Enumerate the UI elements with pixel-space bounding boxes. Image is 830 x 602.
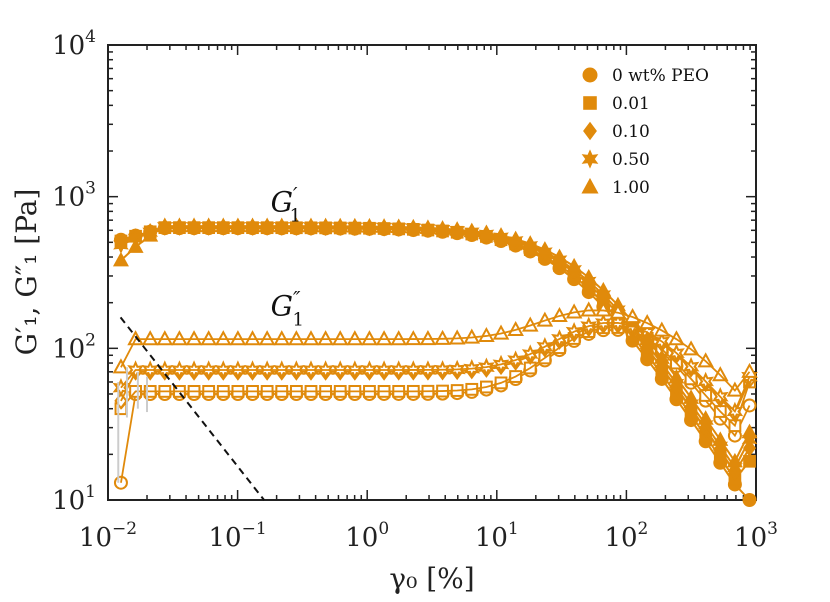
x-tick-label: 10−2: [79, 519, 137, 553]
legend-label: 0 wt% PEO: [612, 66, 709, 86]
x-tick-label: 102: [604, 519, 648, 553]
reference-slope-line: [119, 316, 265, 501]
storage-line: [120, 225, 751, 464]
series-layer: [112, 217, 758, 507]
plot-frame: [107, 44, 757, 501]
legend-marker: [583, 96, 597, 110]
y-tick-label: 104: [52, 27, 96, 61]
storage-point: [741, 423, 758, 439]
y-axis-label: G′₁, G″₁ [Pa]: [10, 189, 43, 356]
y-tick-label: 103: [52, 179, 96, 213]
x-tick-label: 10−1: [209, 519, 267, 553]
y-tick-label: 102: [52, 330, 96, 364]
x-tick-labels: 10−2 10−1 100 101 102 103: [79, 519, 778, 553]
axis-ticks: [107, 45, 756, 501]
x-tick-label: 100: [345, 519, 389, 553]
error-bars: [117, 367, 149, 483]
x-tick-label: 101: [475, 519, 519, 553]
x-axis-label: γ₀ [%]: [389, 562, 474, 595]
y-tick-labels: 101 102 103 104: [52, 27, 96, 516]
loss-point: [317, 330, 334, 346]
curve-annotation: G′ 1: [271, 182, 301, 226]
legend-marker: [583, 121, 597, 141]
legend-marker: [581, 149, 599, 169]
y-tick-label: 101: [52, 482, 96, 516]
legend-label: 1.00: [612, 178, 650, 198]
curve-annotation: G″ 1: [271, 286, 304, 330]
legend-label: 0.10: [612, 122, 650, 142]
loss-point: [741, 362, 758, 378]
legend-label: 0.01: [612, 94, 650, 114]
x-tick-label: 103: [734, 519, 778, 553]
legend-marker: [581, 177, 599, 194]
series-1-00: [112, 217, 758, 468]
legend-label: 0.50: [612, 150, 650, 170]
plot-area: [107, 44, 758, 507]
curve-annotations: G′ 1 G″ 1: [271, 182, 304, 330]
loss-line: [120, 309, 751, 392]
legend: 0 wt% PEO 0.01 0.10 0.50 1.00: [581, 66, 709, 198]
legend-marker: [582, 67, 598, 83]
loss-line: [120, 322, 751, 414]
